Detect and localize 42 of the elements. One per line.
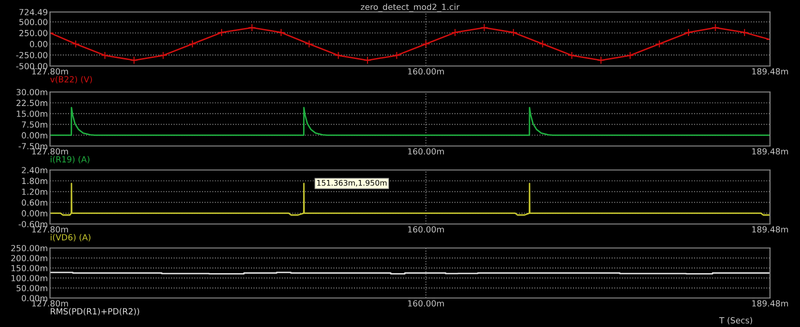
x-tick-label: 127.80m — [32, 226, 68, 233]
y-tick-label: 15.00m — [16, 110, 48, 117]
y-tick-label: 150.00m — [12, 264, 48, 272]
chart-title: zero_detect_mod2_1.cir — [360, 4, 460, 12]
y-tick-label: 100.00m — [12, 274, 48, 282]
x-axis-title: T (Secs) — [719, 317, 752, 324]
x-tick-label: 127.80m — [32, 68, 68, 75]
y-tick-label: 724.49 — [19, 8, 48, 16]
y-tick-label: 7.50m — [22, 121, 48, 128]
text: i(R19) (A) — [50, 156, 90, 164]
y-tick-label: 0.00m — [22, 294, 48, 302]
text: i(VD6) (A) — [50, 234, 90, 242]
y-tick-label: 2.40m — [22, 166, 48, 174]
x-tick-label: 160.00m — [408, 148, 444, 155]
y-tick-label: 22.50m — [16, 100, 48, 106]
y-tick-label: -7.50m — [18, 142, 48, 150]
y-tick-label: 0.00 — [30, 40, 48, 48]
y-tick-label: 1.20m — [22, 188, 48, 195]
x-tick-label: 160.00m — [408, 68, 444, 75]
x-tick-label: 160.00m — [408, 300, 444, 307]
y-tick-label: 250.00 — [19, 30, 48, 36]
text: RMS(PD(R1)+PD(R2)) — [50, 308, 140, 316]
x-tick-label: 189.48m — [752, 300, 788, 307]
y-tick-label: 500.00 — [19, 18, 48, 26]
y-tick-label: -500.00 — [16, 62, 48, 70]
y-tick-label: 30.00m — [16, 88, 48, 96]
y-tick-label: 50.00m — [16, 284, 48, 292]
x-tick-label: 127.80m — [32, 148, 68, 155]
x-tick-label: 127.80m — [32, 300, 68, 307]
y-tick-label: 250.00m — [11, 244, 48, 252]
y-tick-label: 0.00m — [22, 210, 48, 216]
y-tick-label: 0.60m — [22, 199, 48, 206]
y-tick-label: -250.00 — [16, 52, 48, 58]
y-tick-label: 200.00m — [11, 254, 48, 262]
y-tick-label: -0.60m — [18, 220, 48, 228]
x-tick-label: 189.48m — [752, 148, 788, 155]
x-tick-label: 189.48m — [752, 68, 788, 75]
text: v(B22) (V) — [50, 76, 92, 84]
x-tick-label: 189.48m — [752, 226, 788, 233]
y-tick-label: 0.00m — [22, 132, 48, 138]
y-tick-label: 1.80m — [22, 178, 48, 184]
x-tick-label: 160.00m — [408, 226, 444, 233]
